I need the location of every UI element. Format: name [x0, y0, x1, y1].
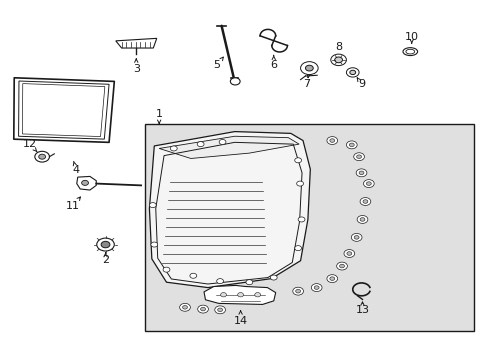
- Circle shape: [151, 242, 158, 247]
- Circle shape: [329, 277, 334, 280]
- Circle shape: [219, 139, 225, 144]
- Circle shape: [359, 218, 364, 221]
- Circle shape: [170, 146, 177, 151]
- Circle shape: [39, 154, 45, 159]
- Polygon shape: [159, 136, 299, 158]
- Circle shape: [311, 284, 322, 292]
- Circle shape: [356, 155, 361, 158]
- Circle shape: [366, 182, 370, 185]
- Circle shape: [353, 153, 364, 161]
- Bar: [144, 125, 473, 330]
- Polygon shape: [203, 285, 275, 305]
- Circle shape: [353, 235, 358, 239]
- Circle shape: [336, 262, 346, 270]
- Circle shape: [163, 267, 169, 272]
- Text: 7: 7: [303, 79, 310, 89]
- Circle shape: [214, 306, 225, 314]
- Circle shape: [346, 141, 356, 149]
- Text: 5: 5: [213, 60, 220, 70]
- Circle shape: [326, 275, 337, 283]
- Circle shape: [200, 307, 205, 311]
- Circle shape: [346, 68, 358, 77]
- Circle shape: [97, 238, 114, 251]
- Text: 14: 14: [233, 316, 247, 325]
- Circle shape: [149, 203, 156, 208]
- Circle shape: [230, 78, 240, 85]
- Circle shape: [220, 293, 226, 297]
- Circle shape: [197, 305, 208, 313]
- Circle shape: [305, 65, 313, 71]
- Polygon shape: [22, 84, 104, 136]
- Circle shape: [216, 279, 223, 284]
- Text: 9: 9: [357, 79, 365, 89]
- Circle shape: [362, 200, 367, 203]
- Circle shape: [294, 246, 301, 251]
- Circle shape: [189, 273, 196, 278]
- Circle shape: [81, 180, 88, 185]
- Polygon shape: [116, 39, 157, 48]
- Circle shape: [346, 252, 351, 255]
- Circle shape: [300, 62, 318, 75]
- Polygon shape: [77, 176, 96, 190]
- Polygon shape: [149, 132, 310, 288]
- Ellipse shape: [402, 48, 417, 55]
- Circle shape: [217, 308, 222, 312]
- Polygon shape: [19, 81, 109, 139]
- Circle shape: [330, 54, 346, 66]
- Text: 1: 1: [155, 109, 163, 119]
- Polygon shape: [14, 78, 114, 142]
- Circle shape: [329, 139, 334, 142]
- Circle shape: [182, 306, 187, 309]
- Text: 10: 10: [404, 32, 418, 41]
- Circle shape: [292, 287, 303, 295]
- Circle shape: [326, 136, 337, 144]
- Text: 4: 4: [73, 165, 80, 175]
- Circle shape: [298, 217, 305, 222]
- Text: 11: 11: [66, 201, 80, 211]
- Text: 6: 6: [270, 59, 277, 69]
- Circle shape: [349, 70, 355, 75]
- Circle shape: [197, 141, 203, 147]
- Circle shape: [339, 264, 344, 268]
- Text: 3: 3: [132, 64, 140, 74]
- Circle shape: [334, 57, 342, 63]
- Text: 12: 12: [23, 139, 37, 149]
- Text: 13: 13: [355, 305, 369, 315]
- Circle shape: [356, 216, 367, 224]
- Circle shape: [294, 158, 301, 163]
- Text: 8: 8: [334, 42, 342, 52]
- Circle shape: [350, 233, 361, 241]
- Text: 2: 2: [102, 255, 109, 265]
- Circle shape: [348, 143, 353, 147]
- Circle shape: [237, 293, 243, 297]
- Circle shape: [245, 280, 252, 285]
- Circle shape: [314, 286, 319, 289]
- Circle shape: [358, 171, 363, 175]
- Circle shape: [254, 293, 260, 297]
- Circle shape: [355, 169, 366, 177]
- Circle shape: [101, 241, 110, 248]
- Circle shape: [35, 151, 49, 162]
- Circle shape: [179, 303, 190, 311]
- Ellipse shape: [405, 49, 414, 54]
- Circle shape: [296, 181, 303, 186]
- Circle shape: [343, 249, 354, 257]
- Circle shape: [295, 289, 300, 293]
- Circle shape: [363, 180, 373, 188]
- Circle shape: [359, 198, 370, 206]
- Circle shape: [270, 275, 277, 280]
